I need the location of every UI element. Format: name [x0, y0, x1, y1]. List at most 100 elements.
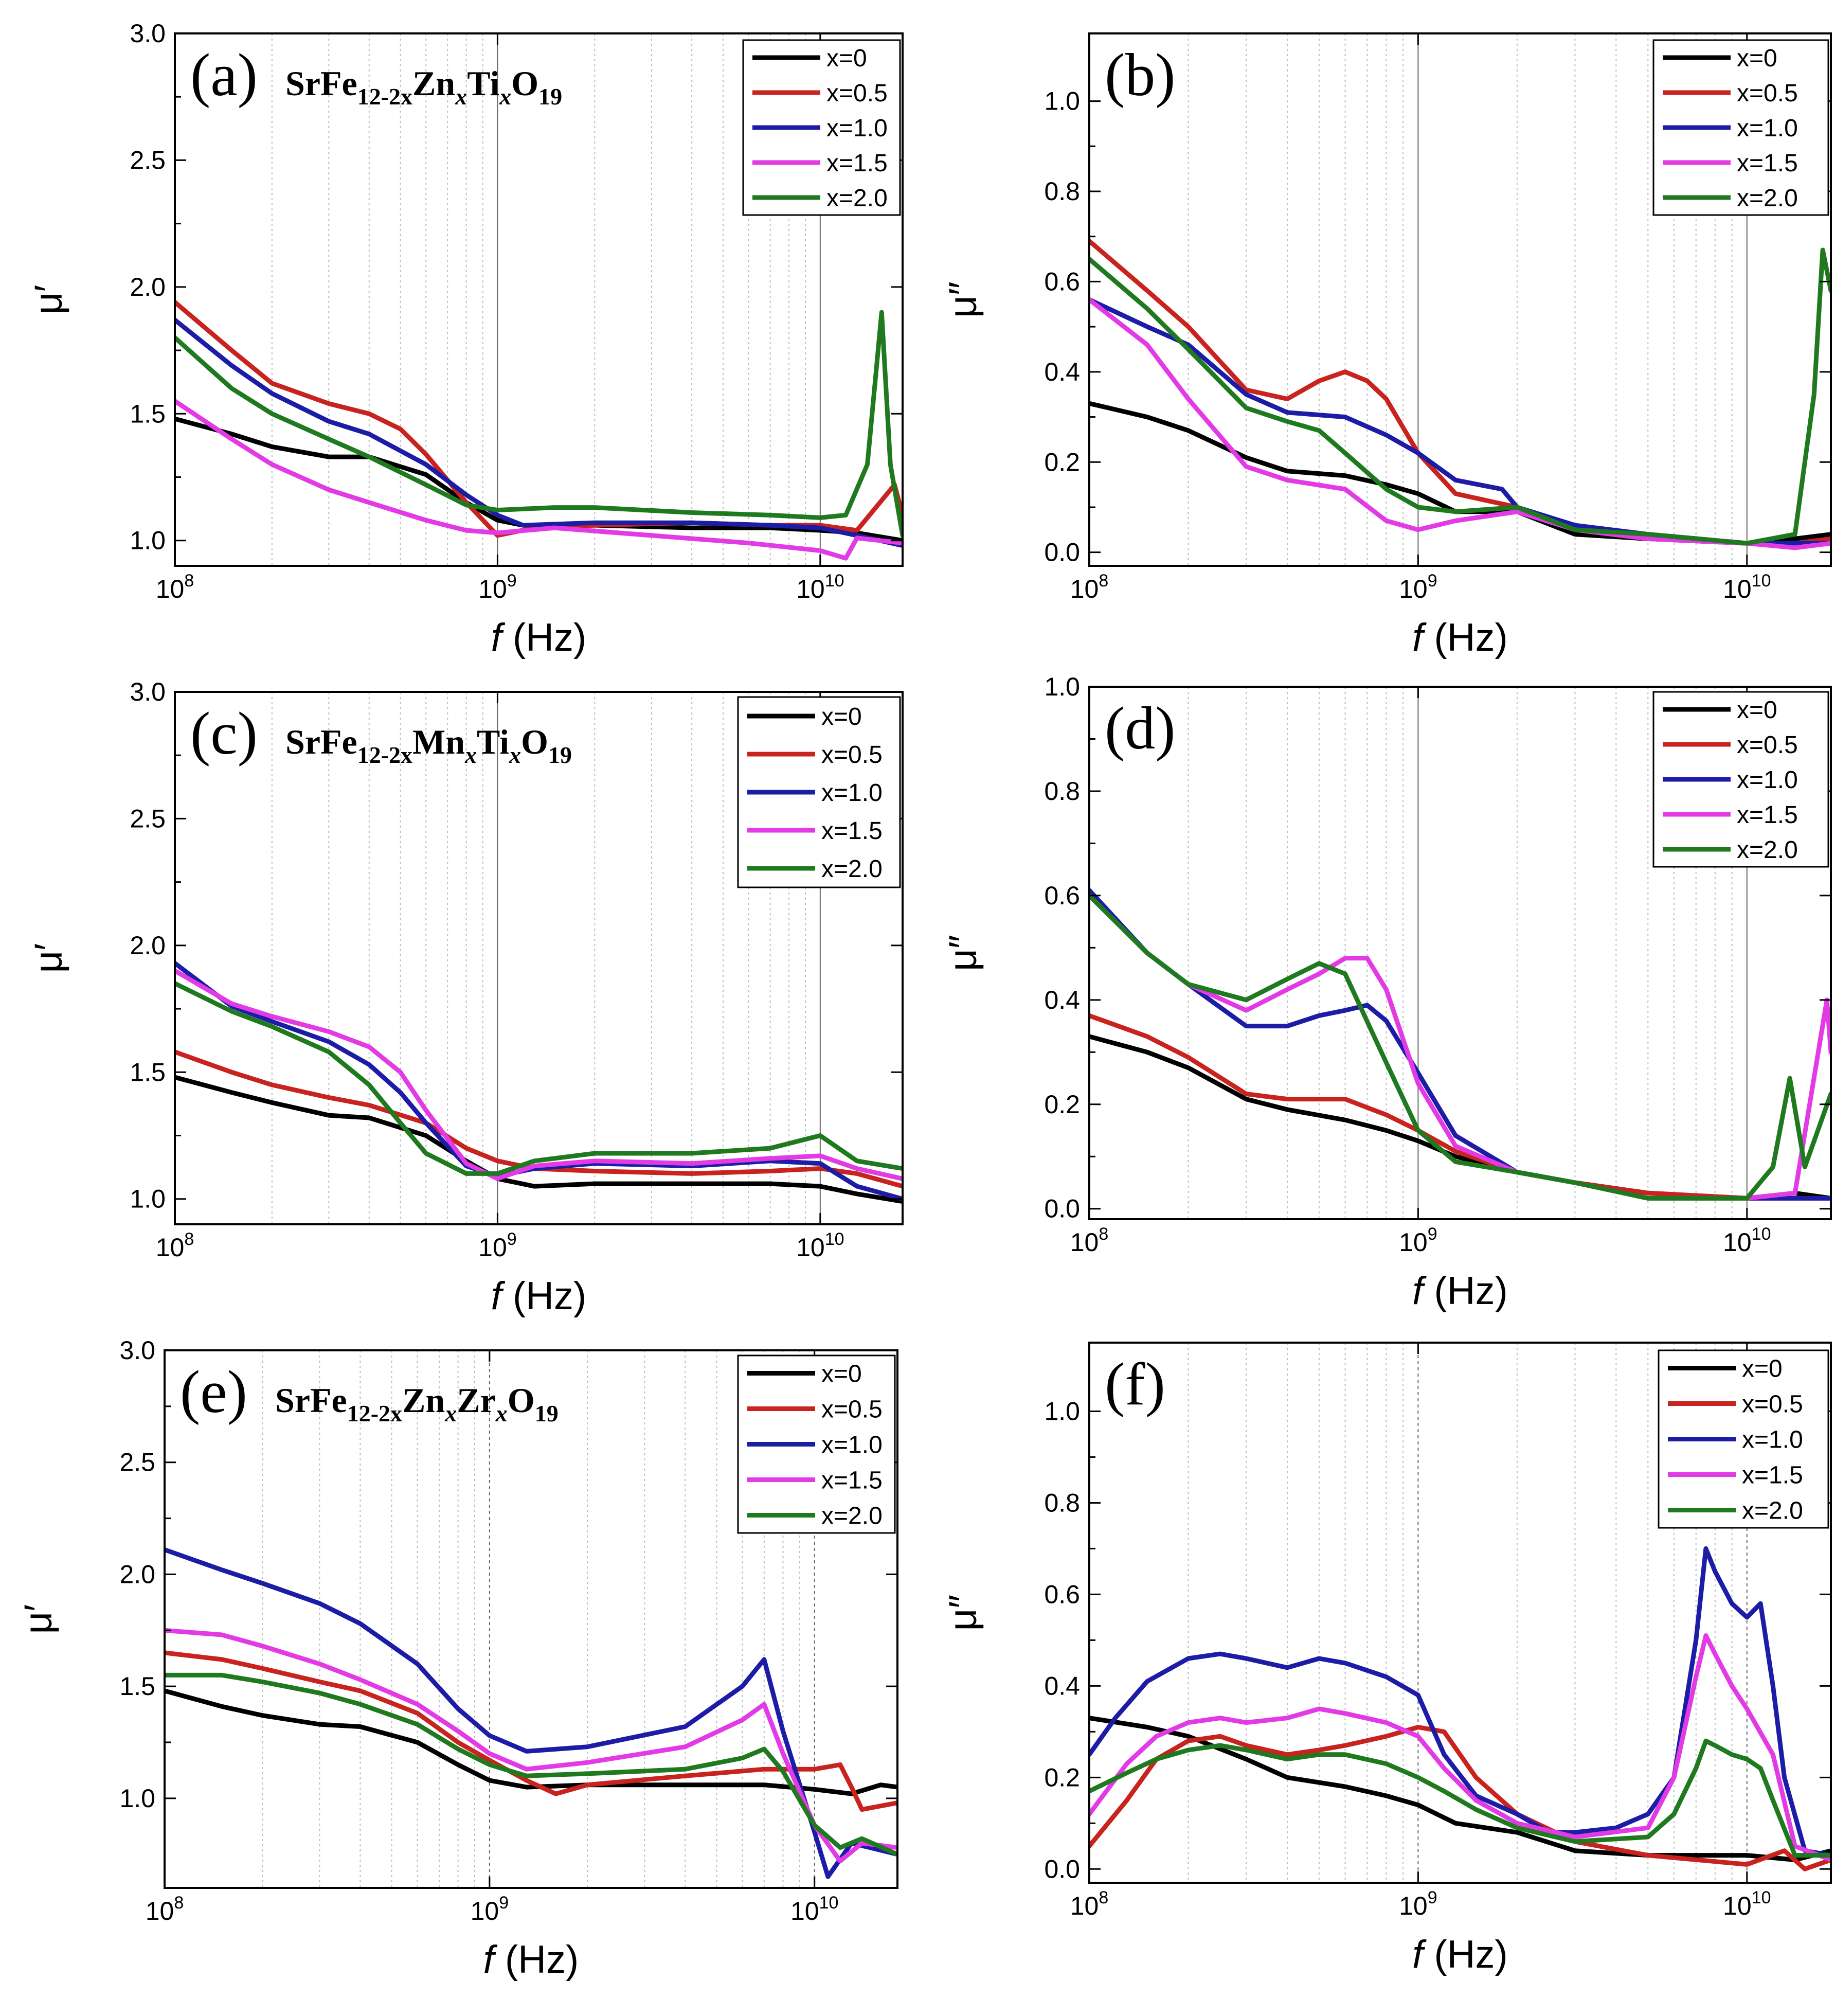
series-line-x=0.5: [1089, 1013, 1831, 1201]
x-tick-label: 109: [1399, 1888, 1437, 1920]
plot-frame: [1088, 1342, 1832, 1884]
y-axis-label: μ′: [27, 284, 70, 314]
formula-part: Mn: [412, 722, 465, 761]
x-tick-base: 10: [1723, 1228, 1752, 1257]
y-tick-label: 0.8: [1044, 1488, 1080, 1517]
y-tick-label: 1.0: [1044, 87, 1080, 116]
legend-label: x=2.0: [821, 855, 883, 883]
series-line-x=2.0: [165, 1672, 897, 1857]
x-axis-unit: (Hz): [502, 1274, 587, 1318]
formula-sub: x: [495, 1400, 508, 1426]
legend-label: x=1.0: [821, 779, 883, 807]
x-tick-base: 10: [146, 1897, 174, 1925]
x-tick-exponent: 10: [825, 571, 844, 591]
x-tick-exponent: 9: [507, 1229, 517, 1249]
y-tick-label: 0.8: [1044, 177, 1080, 206]
y-tick-label: 0.4: [1044, 1671, 1080, 1700]
series-line-x=0: [165, 1688, 897, 1796]
x-axis-label: f (Hz): [1412, 616, 1508, 659]
plot-frame: [174, 691, 904, 1225]
series-line-x=1.0: [165, 1547, 897, 1879]
x-tick-label: 1010: [1723, 571, 1771, 603]
formula-sub: 12-2x: [347, 1400, 402, 1426]
formula-part: SrFe: [275, 1381, 347, 1420]
series-line-x=1.5: [175, 968, 903, 1181]
y-tick-label: 1.0: [119, 1784, 155, 1813]
x-tick-label: 108: [1070, 571, 1109, 603]
x-tick-label: 109: [1399, 571, 1437, 603]
x-tick-exponent: 9: [1428, 1888, 1437, 1907]
y-tick-label: 3.0: [130, 677, 166, 706]
x-tick-base: 10: [1070, 1892, 1099, 1920]
x-tick-label: 108: [146, 1893, 184, 1925]
legend: x=0 x=0.5 x=1.0 x=1.5 x=2.0: [1658, 1349, 1829, 1529]
x-tick-label: 108: [156, 1229, 194, 1262]
formula-sub: x: [464, 742, 477, 768]
x-axis-label: f (Hz): [491, 616, 587, 659]
series-line-x=1.0: [1089, 297, 1831, 546]
x-tick-label: 109: [1399, 1224, 1437, 1257]
x-tick-base: 10: [1723, 575, 1752, 603]
legend-label: x=2.0: [1742, 1497, 1803, 1525]
formula-sub: 19: [548, 742, 572, 768]
legend-label: x=2.0: [1737, 185, 1798, 212]
formula-part: Zn: [412, 64, 455, 103]
x-tick-base: 10: [1070, 1228, 1099, 1257]
legend-label: x=0: [821, 703, 862, 730]
formula-part: Zn: [402, 1381, 445, 1420]
formula-sub: x: [444, 1400, 457, 1426]
x-tick-exponent: 8: [174, 1893, 184, 1913]
legend-label: x=0.5: [1742, 1391, 1803, 1418]
x-tick-label: 1010: [1723, 1888, 1771, 1920]
y-tick-label: 0.2: [1044, 448, 1080, 476]
legend-label: x=1.0: [1737, 766, 1798, 794]
x-tick-label: 108: [1070, 1224, 1109, 1257]
legend-label: x=1.5: [1737, 801, 1798, 829]
plot-frame: [1088, 686, 1832, 1220]
x-tick-exponent: 9: [1428, 571, 1437, 591]
x-tick-exponent: 9: [499, 1893, 509, 1913]
formula-sub: 12-2x: [357, 83, 412, 110]
y-tick-label: 2.0: [130, 931, 166, 960]
series-line-x=0.5: [1089, 239, 1831, 546]
formula-sub: 12-2x: [357, 742, 412, 768]
plot-frame: [164, 1349, 898, 1889]
legend-box: [737, 696, 901, 888]
x-tick-label: 1010: [790, 1893, 838, 1925]
y-tick-label: 3.0: [130, 19, 166, 48]
formula: SrFe12-2xZnxZrxO19: [275, 1381, 559, 1426]
legend-label: x=2.0: [826, 185, 888, 212]
legend-label: x=0.5: [1737, 732, 1798, 759]
legend-label: x=2.0: [821, 1503, 883, 1530]
formula-part: Ti: [467, 64, 499, 103]
x-tick-label: 108: [1070, 1888, 1109, 1920]
legend-label: x=0.5: [821, 1396, 883, 1423]
formula: SrFe12-2xZnxTixO19: [285, 64, 562, 110]
y-tick-label: 0.2: [1044, 1763, 1080, 1792]
legend-label: x=1.0: [821, 1432, 883, 1459]
series-line-x=0: [1089, 1716, 1831, 1862]
y-tick-label: 0.4: [1044, 986, 1080, 1014]
y-axis-label: μ′: [27, 943, 70, 973]
series-line-x=0.5: [165, 1650, 897, 1812]
legend-label: x=1.0: [826, 115, 888, 142]
formula-sub: 19: [538, 83, 562, 110]
legend: x=0 x=0.5 x=1.0 x=1.5 x=2.0: [1652, 691, 1829, 868]
x-tick-exponent: 10: [1752, 1224, 1771, 1244]
series-line-x=0: [175, 416, 903, 543]
legend-label: x=1.0: [1737, 115, 1798, 142]
formula: SrFe12-2xMnxTixO19: [285, 722, 572, 768]
x-tick-exponent: 10: [1752, 571, 1771, 591]
y-tick-label: 3.0: [119, 1336, 155, 1365]
y-axis-label: μ″: [941, 1595, 985, 1631]
y-tick-label: 0.6: [1044, 881, 1080, 910]
legend-label: x=1.5: [1737, 150, 1798, 177]
series-line-x=0.5: [175, 299, 903, 538]
formula-sub: x: [455, 83, 467, 110]
x-tick-label: 1010: [1723, 1224, 1771, 1257]
